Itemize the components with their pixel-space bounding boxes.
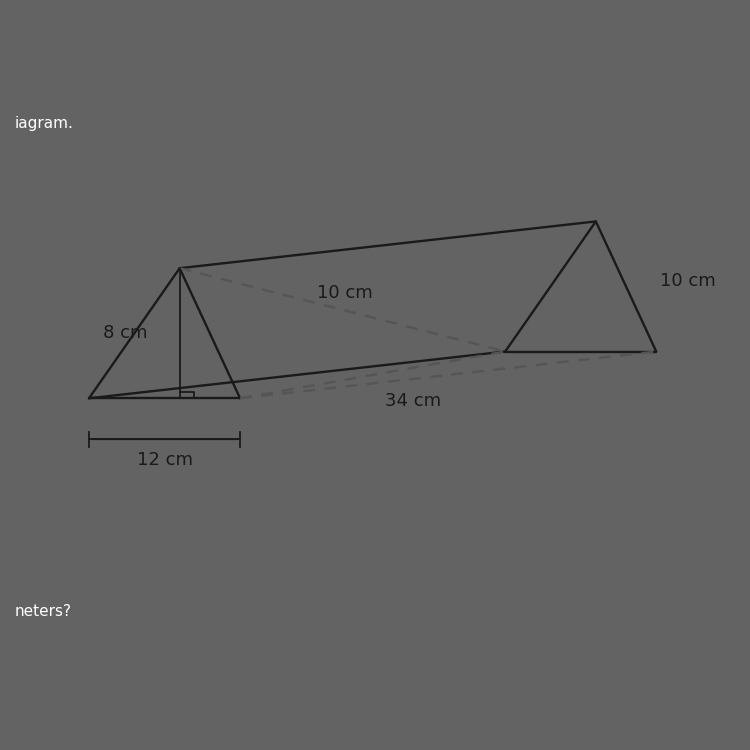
Text: 12 cm: 12 cm xyxy=(136,451,193,469)
Text: 8 cm: 8 cm xyxy=(103,324,148,342)
Text: iagram.: iagram. xyxy=(15,116,74,131)
Text: neters?: neters? xyxy=(15,604,72,619)
Text: 10 cm: 10 cm xyxy=(317,284,374,302)
Text: 34 cm: 34 cm xyxy=(385,392,441,410)
Text: 10 cm: 10 cm xyxy=(659,272,716,290)
